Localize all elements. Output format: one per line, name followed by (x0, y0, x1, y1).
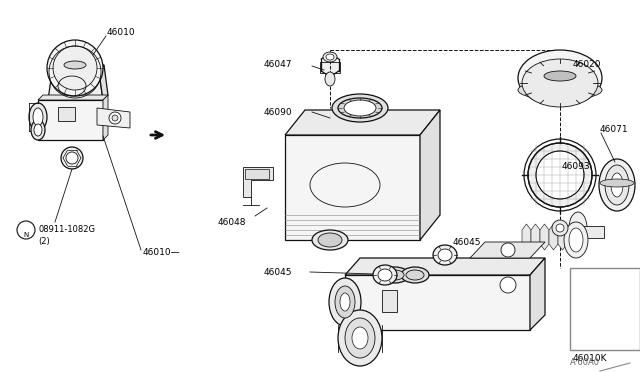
Bar (570, 268, 640, 350)
Polygon shape (285, 135, 420, 240)
Ellipse shape (569, 212, 587, 244)
Polygon shape (38, 95, 108, 100)
Ellipse shape (556, 224, 564, 232)
Text: 46047: 46047 (264, 60, 292, 69)
Polygon shape (420, 110, 440, 240)
Circle shape (112, 115, 118, 121)
Ellipse shape (33, 108, 43, 126)
Ellipse shape (352, 327, 368, 349)
Text: 46020: 46020 (573, 60, 602, 69)
Polygon shape (52, 65, 104, 72)
Ellipse shape (438, 249, 452, 261)
Polygon shape (567, 224, 576, 250)
Polygon shape (549, 224, 558, 250)
Bar (58, 107, 75, 121)
Ellipse shape (611, 173, 623, 197)
Ellipse shape (544, 71, 576, 81)
Ellipse shape (312, 230, 348, 250)
Ellipse shape (381, 267, 409, 283)
Text: 46010—: 46010— (143, 248, 180, 257)
Text: 08911-1082G: 08911-1082G (38, 225, 95, 234)
Ellipse shape (31, 120, 45, 140)
Ellipse shape (569, 228, 583, 252)
Bar (382, 290, 397, 312)
Ellipse shape (433, 245, 457, 265)
Ellipse shape (600, 179, 634, 187)
Ellipse shape (518, 50, 602, 106)
Ellipse shape (373, 265, 397, 285)
Polygon shape (103, 95, 108, 140)
Ellipse shape (522, 59, 598, 107)
Ellipse shape (406, 270, 424, 280)
Polygon shape (345, 275, 530, 330)
Ellipse shape (599, 159, 635, 211)
Text: 46010: 46010 (107, 28, 136, 37)
Circle shape (53, 46, 97, 90)
Circle shape (47, 40, 103, 96)
Circle shape (66, 152, 78, 164)
Ellipse shape (335, 286, 355, 318)
Ellipse shape (378, 269, 392, 281)
Polygon shape (576, 224, 585, 250)
Text: 46071: 46071 (600, 125, 628, 134)
Polygon shape (531, 224, 540, 250)
Ellipse shape (318, 233, 342, 247)
Polygon shape (38, 100, 103, 140)
Polygon shape (320, 62, 340, 73)
Bar (172, 8, 630, 363)
Circle shape (528, 143, 592, 207)
Polygon shape (99, 65, 108, 100)
Ellipse shape (386, 270, 404, 280)
Ellipse shape (552, 220, 568, 236)
Circle shape (109, 112, 121, 124)
Ellipse shape (340, 293, 350, 311)
Ellipse shape (329, 278, 361, 326)
Text: 46010K: 46010K (573, 354, 607, 363)
Polygon shape (48, 72, 103, 100)
Text: A·60A0: A·60A0 (570, 358, 600, 367)
Polygon shape (540, 224, 549, 250)
Text: 46048: 46048 (218, 218, 246, 227)
Bar (580, 226, 604, 238)
Text: (2): (2) (38, 237, 50, 246)
Ellipse shape (29, 103, 47, 131)
Text: 46090: 46090 (264, 108, 292, 117)
Text: N: N (24, 232, 29, 238)
Text: 46045: 46045 (453, 238, 481, 247)
Polygon shape (470, 242, 545, 258)
Bar (245, 169, 269, 179)
Text: 46093: 46093 (562, 162, 591, 171)
Polygon shape (285, 110, 440, 135)
Polygon shape (522, 224, 531, 250)
Ellipse shape (34, 124, 42, 136)
Polygon shape (243, 167, 273, 197)
Circle shape (17, 221, 35, 239)
Ellipse shape (325, 72, 335, 86)
Ellipse shape (323, 52, 337, 62)
Circle shape (61, 147, 83, 169)
Circle shape (536, 151, 584, 199)
Ellipse shape (564, 222, 588, 258)
Ellipse shape (518, 80, 602, 100)
Circle shape (500, 277, 516, 293)
Ellipse shape (344, 100, 376, 116)
Polygon shape (558, 224, 567, 250)
Ellipse shape (338, 310, 382, 366)
Polygon shape (97, 108, 130, 128)
Ellipse shape (332, 94, 388, 122)
Polygon shape (345, 258, 545, 275)
Ellipse shape (326, 54, 334, 60)
Ellipse shape (345, 318, 375, 358)
Ellipse shape (401, 267, 429, 283)
Polygon shape (530, 258, 545, 330)
Ellipse shape (64, 61, 86, 69)
Ellipse shape (605, 165, 629, 205)
Circle shape (501, 243, 515, 257)
Text: 46045: 46045 (264, 268, 292, 277)
Ellipse shape (338, 98, 382, 118)
